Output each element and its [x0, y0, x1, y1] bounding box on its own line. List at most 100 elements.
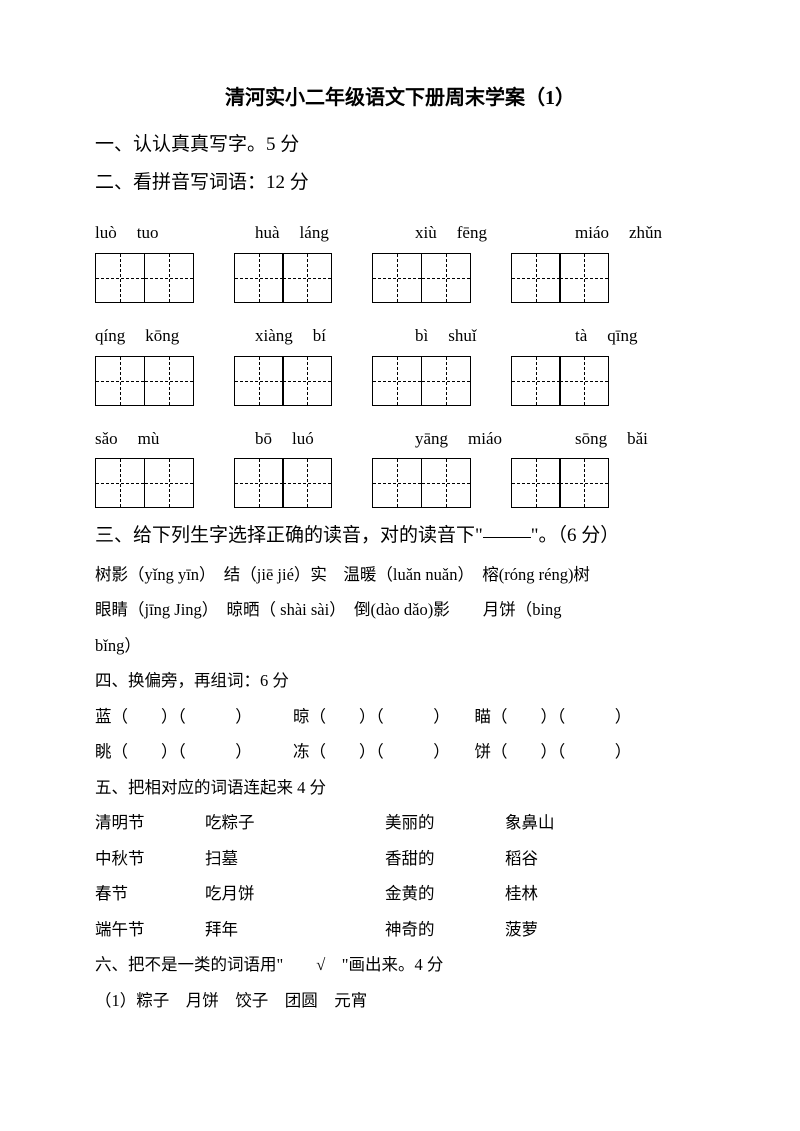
pinyin-pair: luòtuo: [95, 218, 215, 249]
page-title: 清河实小二年级语文下册周末学案（1）: [95, 80, 705, 116]
pinyin-syllable: luò: [95, 218, 117, 249]
char-box: [234, 458, 284, 508]
match-row: 春节吃月饼金黄的桂林: [95, 876, 705, 911]
pinyin-syllable: kōng: [145, 321, 179, 352]
char-box: [559, 253, 609, 303]
match-word: 菠萝: [505, 912, 605, 947]
match-word: 象鼻山: [505, 805, 605, 840]
char-box: [95, 356, 145, 406]
char-box: [95, 458, 145, 508]
pinyin-row: sǎomù bōluó yāng miáo sōngbǎi: [95, 424, 705, 455]
box-row: [95, 356, 705, 406]
char-box: [282, 253, 332, 303]
q4-line2: 眺（ ）（ ） 冻（ ）（ ） 饼（ ）（ ）: [95, 734, 705, 769]
box-pair: [95, 253, 194, 303]
match-word: 中秋节: [95, 841, 205, 876]
pinyin-syllable: tuo: [137, 218, 159, 249]
pinyin-pair: bìshuǐ: [415, 321, 535, 352]
pinyin-syllable: tà: [575, 321, 587, 352]
q3-line3: bǐng）: [95, 628, 705, 663]
pinyin-pair: huàláng: [255, 218, 375, 249]
q6-heading: 六、把不是一类的词语用" √ "画出来。4 分: [95, 947, 705, 982]
pinyin-syllable: mù: [138, 424, 160, 455]
q1-heading: 一、认认真真写字。5 分: [95, 128, 705, 162]
char-box: [282, 356, 332, 406]
q2-heading: 二、看拼音写词语：12 分: [95, 166, 705, 200]
q3-text-b: "。（6 分）: [531, 525, 620, 546]
match-word: 拜年: [205, 912, 385, 947]
pinyin-syllable: xiàng: [255, 321, 293, 352]
pinyin-syllable: sǎo: [95, 424, 118, 455]
box-pair: [372, 253, 471, 303]
match-word: 扫墓: [205, 841, 385, 876]
char-box: [511, 253, 561, 303]
pinyin-syllable: huà: [255, 218, 280, 249]
pinyin-syllable: láng: [300, 218, 329, 249]
pinyin-pair: bōluó: [255, 424, 375, 455]
pinyin-section: luòtuo huàláng xiùfēng miáo zhǔn qíng kōng xiàn…: [95, 218, 705, 508]
pinyin-pair: tàqīng: [575, 321, 695, 352]
box-row: [95, 458, 705, 508]
box-pair: [95, 356, 194, 406]
q5-heading: 五、把相对应的词语连起来 4 分: [95, 770, 705, 805]
char-box: [372, 458, 422, 508]
pinyin-syllable: miáo: [468, 424, 502, 455]
char-box: [559, 458, 609, 508]
pinyin-syllable: luó: [292, 424, 314, 455]
pinyin-syllable: xiù: [415, 218, 437, 249]
pinyin-syllable: yāng: [415, 424, 448, 455]
box-pair: [511, 356, 610, 406]
box-pair: [95, 458, 194, 508]
char-box: [144, 458, 194, 508]
pinyin-syllable: bō: [255, 424, 272, 455]
match-word: 稻谷: [505, 841, 605, 876]
box-pair: [372, 458, 471, 508]
char-box: [421, 356, 471, 406]
pinyin-syllable: zhǔn: [629, 218, 662, 249]
char-box: [95, 253, 145, 303]
match-word: 香甜的: [385, 841, 505, 876]
char-box: [511, 458, 561, 508]
match-word: 春节: [95, 876, 205, 911]
match-word: 金黄的: [385, 876, 505, 911]
match-word: 清明节: [95, 805, 205, 840]
pinyin-syllable: bì: [415, 321, 428, 352]
pinyin-syllable: sōng: [575, 424, 607, 455]
match-row: 清明节吃粽子美丽的象鼻山: [95, 805, 705, 840]
box-pair: [372, 356, 471, 406]
char-box: [282, 458, 332, 508]
pinyin-syllable: qíng: [95, 321, 125, 352]
pinyin-syllable: shuǐ: [448, 321, 476, 352]
match-row: 中秋节扫墓香甜的稻谷: [95, 841, 705, 876]
q3-line2: 眼睛（jīng Jing） 晾晒（ shài sài） 倒(dào dǎo)影 …: [95, 592, 705, 627]
q3-heading: 三、给下列生字选择正确的读音，对的读音下" "。（6 分）: [95, 516, 705, 557]
pinyin-pair: sǎomù: [95, 424, 215, 455]
pinyin-pair: miáo zhǔn: [575, 218, 695, 249]
pinyin-row: luòtuo huàláng xiùfēng miáo zhǔn: [95, 218, 705, 249]
q5-rows: 清明节吃粽子美丽的象鼻山中秋节扫墓香甜的稻谷春节吃月饼金黄的桂林端午节拜年神奇的…: [95, 805, 705, 947]
char-box: [421, 253, 471, 303]
pinyin-syllable: bí: [313, 321, 326, 352]
q3-line1: 树影（yǐng yīn） 结（jiē jié）实 温暖（luǎn nuǎn） 榕…: [95, 557, 705, 592]
pinyin-pair: qíng kōng: [95, 321, 215, 352]
pinyin-pair: sōngbǎi: [575, 424, 695, 455]
pinyin-pair: yāng miáo: [415, 424, 535, 455]
char-box: [421, 458, 471, 508]
pinyin-syllable: miáo: [575, 218, 609, 249]
q3-text-a: 三、给下列生字选择正确的读音，对的读音下": [95, 525, 483, 546]
box-pair: [511, 458, 610, 508]
pinyin-row: qíng kōng xiàngbí bìshuǐ tàqīng: [95, 321, 705, 352]
box-pair: [511, 253, 610, 303]
pinyin-pair: xiàngbí: [255, 321, 375, 352]
char-box: [372, 356, 422, 406]
char-box: [144, 253, 194, 303]
q6-line1: （1）粽子 月饼 饺子 团圆 元宵: [95, 983, 705, 1018]
match-word: 吃粽子: [205, 805, 385, 840]
match-word: 端午节: [95, 912, 205, 947]
char-box: [511, 356, 561, 406]
match-word: 吃月饼: [205, 876, 385, 911]
pinyin-syllable: fēng: [457, 218, 487, 249]
box-row: [95, 253, 705, 303]
q4-heading: 四、换偏旁，再组词：6 分: [95, 663, 705, 698]
char-box: [144, 356, 194, 406]
